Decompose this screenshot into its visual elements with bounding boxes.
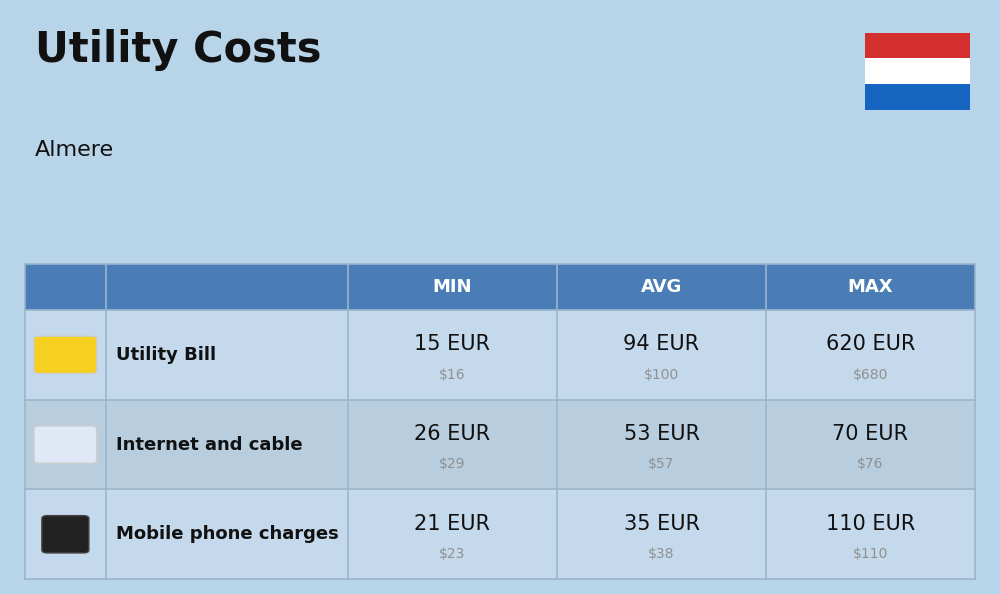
Text: 70 EUR: 70 EUR xyxy=(832,424,908,444)
FancyBboxPatch shape xyxy=(348,400,557,489)
FancyBboxPatch shape xyxy=(42,516,89,553)
Text: MAX: MAX xyxy=(848,278,893,296)
Text: $23: $23 xyxy=(439,547,466,561)
Text: Utility Bill: Utility Bill xyxy=(116,346,216,364)
Text: 26 EUR: 26 EUR xyxy=(414,424,491,444)
FancyBboxPatch shape xyxy=(106,310,348,400)
Text: $16: $16 xyxy=(439,368,466,381)
FancyBboxPatch shape xyxy=(348,489,557,579)
Text: Almere: Almere xyxy=(35,140,114,160)
Text: $110: $110 xyxy=(853,547,888,561)
FancyBboxPatch shape xyxy=(25,310,106,400)
FancyBboxPatch shape xyxy=(766,264,975,310)
Text: $76: $76 xyxy=(857,457,884,471)
FancyBboxPatch shape xyxy=(34,426,97,463)
FancyBboxPatch shape xyxy=(106,400,348,489)
FancyBboxPatch shape xyxy=(865,84,970,110)
FancyBboxPatch shape xyxy=(557,489,766,579)
FancyBboxPatch shape xyxy=(557,400,766,489)
Text: $57: $57 xyxy=(648,457,675,471)
FancyBboxPatch shape xyxy=(865,58,970,84)
FancyBboxPatch shape xyxy=(557,310,766,400)
FancyBboxPatch shape xyxy=(766,489,975,579)
Text: 21 EUR: 21 EUR xyxy=(414,514,490,533)
FancyBboxPatch shape xyxy=(25,400,106,489)
FancyBboxPatch shape xyxy=(34,336,97,374)
FancyBboxPatch shape xyxy=(106,489,348,579)
Text: 53 EUR: 53 EUR xyxy=(624,424,700,444)
Text: 94 EUR: 94 EUR xyxy=(623,334,700,354)
FancyBboxPatch shape xyxy=(865,33,970,58)
FancyBboxPatch shape xyxy=(106,264,348,310)
Text: MIN: MIN xyxy=(433,278,472,296)
Text: Mobile phone charges: Mobile phone charges xyxy=(116,525,338,544)
Text: AVG: AVG xyxy=(641,278,682,296)
Text: Utility Costs: Utility Costs xyxy=(35,29,322,71)
FancyBboxPatch shape xyxy=(766,310,975,400)
Text: Internet and cable: Internet and cable xyxy=(116,435,302,454)
Text: 110 EUR: 110 EUR xyxy=(826,514,915,533)
FancyBboxPatch shape xyxy=(766,400,975,489)
FancyBboxPatch shape xyxy=(557,264,766,310)
Text: $29: $29 xyxy=(439,457,466,471)
Text: 35 EUR: 35 EUR xyxy=(624,514,700,533)
Text: 15 EUR: 15 EUR xyxy=(414,334,490,354)
Text: 620 EUR: 620 EUR xyxy=(826,334,915,354)
FancyBboxPatch shape xyxy=(25,489,106,579)
FancyBboxPatch shape xyxy=(25,264,106,310)
Text: $100: $100 xyxy=(644,368,679,381)
Text: $38: $38 xyxy=(648,547,675,561)
FancyBboxPatch shape xyxy=(348,310,557,400)
Text: $680: $680 xyxy=(853,368,888,381)
FancyBboxPatch shape xyxy=(348,264,557,310)
